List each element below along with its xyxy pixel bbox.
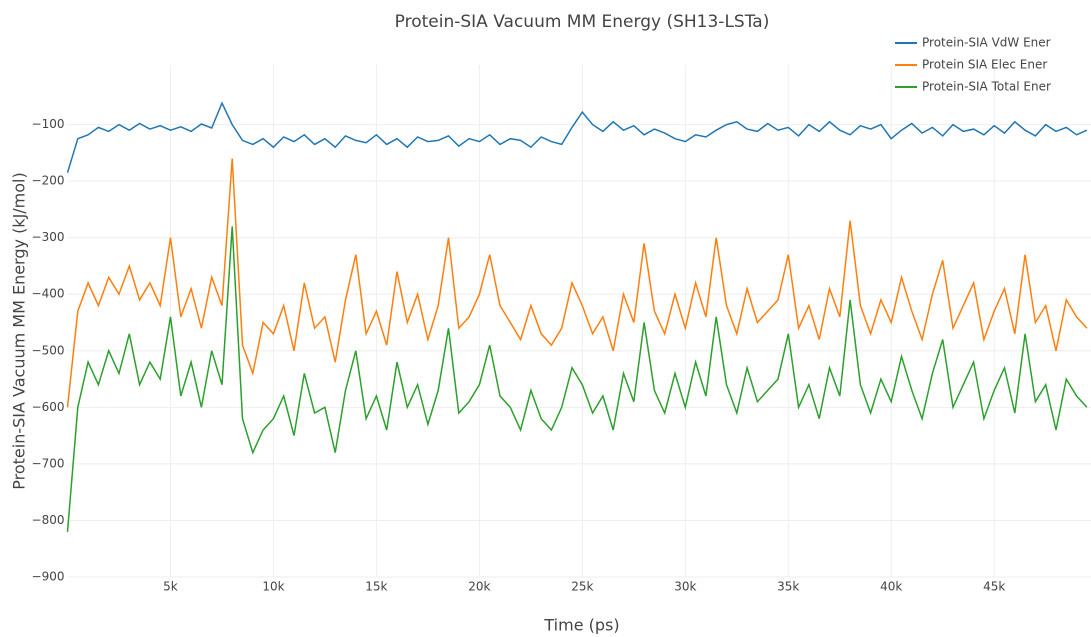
y-tick-label: −200 [32, 174, 65, 188]
line-series [66, 158, 1088, 408]
x-tick-label: 40k [880, 580, 902, 594]
y-axis-title: Protein-SIA Vacuum MM Energy (kJ/mol) [10, 172, 29, 490]
x-tick-label: 45k [983, 580, 1005, 594]
x-tick-label: 35k [777, 580, 799, 594]
y-tick-label: −600 [32, 400, 65, 414]
x-axis-title: Time (ps) [543, 616, 619, 635]
line-series [66, 226, 1088, 532]
legend-label: Protein-SIA VdW Ener [922, 36, 1051, 50]
y-tick-label: −700 [32, 456, 65, 470]
y-tick-label: −800 [32, 513, 65, 527]
x-tick-label: 5k [163, 580, 178, 594]
y-tick-label: −500 [32, 343, 65, 357]
y-tick-label: −300 [32, 230, 65, 244]
x-tick-label: 10k [262, 580, 284, 594]
y-tick-label: −900 [32, 570, 65, 584]
x-tick-label: 15k [365, 580, 387, 594]
line-series [66, 101, 1088, 173]
chart-title: Protein-SIA Vacuum MM Energy (SH13-LSTa) [395, 12, 770, 32]
x-tick-label: 30k [674, 580, 696, 594]
legend-label: Protein SIA Elec Ener [922, 58, 1047, 72]
y-tick-label: −100 [32, 117, 65, 131]
x-tick-label: 20k [468, 580, 490, 594]
y-tick-label: −400 [32, 287, 65, 301]
x-tick-label: 25k [571, 580, 593, 594]
legend-label: Protein-SIA Total Ener [922, 80, 1051, 94]
